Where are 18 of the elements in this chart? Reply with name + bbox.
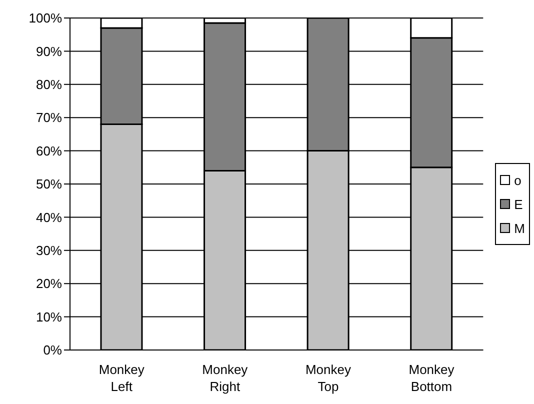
x-tick-label: Monkey Bottom: [408, 362, 455, 394]
y-tick-label: 40%: [36, 210, 62, 225]
legend-label: M: [514, 220, 525, 236]
y-tick-label: 50%: [36, 176, 62, 192]
y-tick-label: 60%: [36, 143, 62, 158]
legend-label: o: [514, 172, 522, 188]
y-tick-label: 100%: [28, 10, 62, 26]
y-tick-label: 0%: [43, 342, 62, 358]
x-tick-label: Monkey Left: [98, 362, 145, 394]
y-tick-label: 10%: [36, 309, 62, 324]
y-tick-label: 70%: [36, 110, 62, 126]
legend-label: E: [514, 196, 523, 212]
x-tick-label: Monkey Right: [202, 362, 248, 394]
y-tick-label: 20%: [36, 276, 62, 292]
y-tick-label: 30%: [36, 243, 62, 258]
x-tick-label: Monkey Top: [305, 362, 352, 394]
y-tick-label: 80%: [36, 77, 62, 92]
y-tick-label: 90%: [36, 44, 62, 59]
